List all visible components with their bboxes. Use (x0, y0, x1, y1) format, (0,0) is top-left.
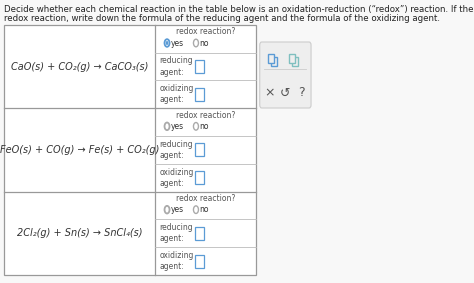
Text: ↺: ↺ (280, 87, 291, 100)
Text: yes: yes (171, 205, 184, 214)
Text: reducing
agent:: reducing agent: (159, 140, 193, 160)
Circle shape (166, 41, 168, 45)
Text: oxidizing
agent:: oxidizing agent: (159, 168, 193, 188)
Text: reducing
agent:: reducing agent: (159, 56, 193, 76)
Bar (195, 171, 204, 184)
Text: 2Cl₂(g) + Sn(s) → SnCl₄(s): 2Cl₂(g) + Sn(s) → SnCl₄(s) (17, 228, 142, 238)
Text: no: no (200, 122, 209, 131)
Circle shape (193, 123, 199, 130)
Text: redox reaction?: redox reaction? (176, 111, 236, 120)
Bar (292, 57, 298, 66)
Circle shape (193, 39, 199, 47)
Text: ?: ? (298, 87, 304, 100)
Text: oxidizing
agent:: oxidizing agent: (159, 84, 193, 104)
Bar (195, 254, 204, 267)
Text: redox reaction, write down the formula of the reducing agent and the formula of : redox reaction, write down the formula o… (4, 14, 440, 23)
Text: CaO(s) + CO₂(g) → CaCO₃(s): CaO(s) + CO₂(g) → CaCO₃(s) (11, 62, 148, 72)
Text: oxidizing
agent:: oxidizing agent: (159, 251, 193, 271)
Text: redox reaction?: redox reaction? (176, 194, 236, 203)
Bar (195, 227, 204, 240)
Circle shape (164, 206, 170, 213)
Text: no: no (200, 38, 209, 48)
Bar (268, 54, 274, 63)
Bar (195, 60, 204, 73)
Text: Decide whether each chemical reaction in the table below is an oxidation-reducti: Decide whether each chemical reaction in… (4, 5, 474, 14)
Bar (271, 57, 277, 66)
Text: no: no (200, 205, 209, 214)
Bar (195, 143, 204, 156)
Circle shape (193, 206, 199, 213)
Text: yes: yes (171, 122, 184, 131)
Bar (195, 88, 204, 101)
Text: yes: yes (171, 38, 184, 48)
Text: redox reaction?: redox reaction? (176, 27, 236, 37)
Text: ×: × (264, 87, 275, 100)
Circle shape (164, 123, 170, 130)
Bar (4, 25, 256, 275)
Circle shape (164, 39, 170, 47)
Text: reducing
agent:: reducing agent: (159, 223, 193, 243)
Text: FeO(s) + CO(g) → Fe(s) + CO₂(g): FeO(s) + CO(g) → Fe(s) + CO₂(g) (0, 145, 159, 155)
Bar (289, 54, 295, 63)
FancyBboxPatch shape (260, 42, 311, 108)
